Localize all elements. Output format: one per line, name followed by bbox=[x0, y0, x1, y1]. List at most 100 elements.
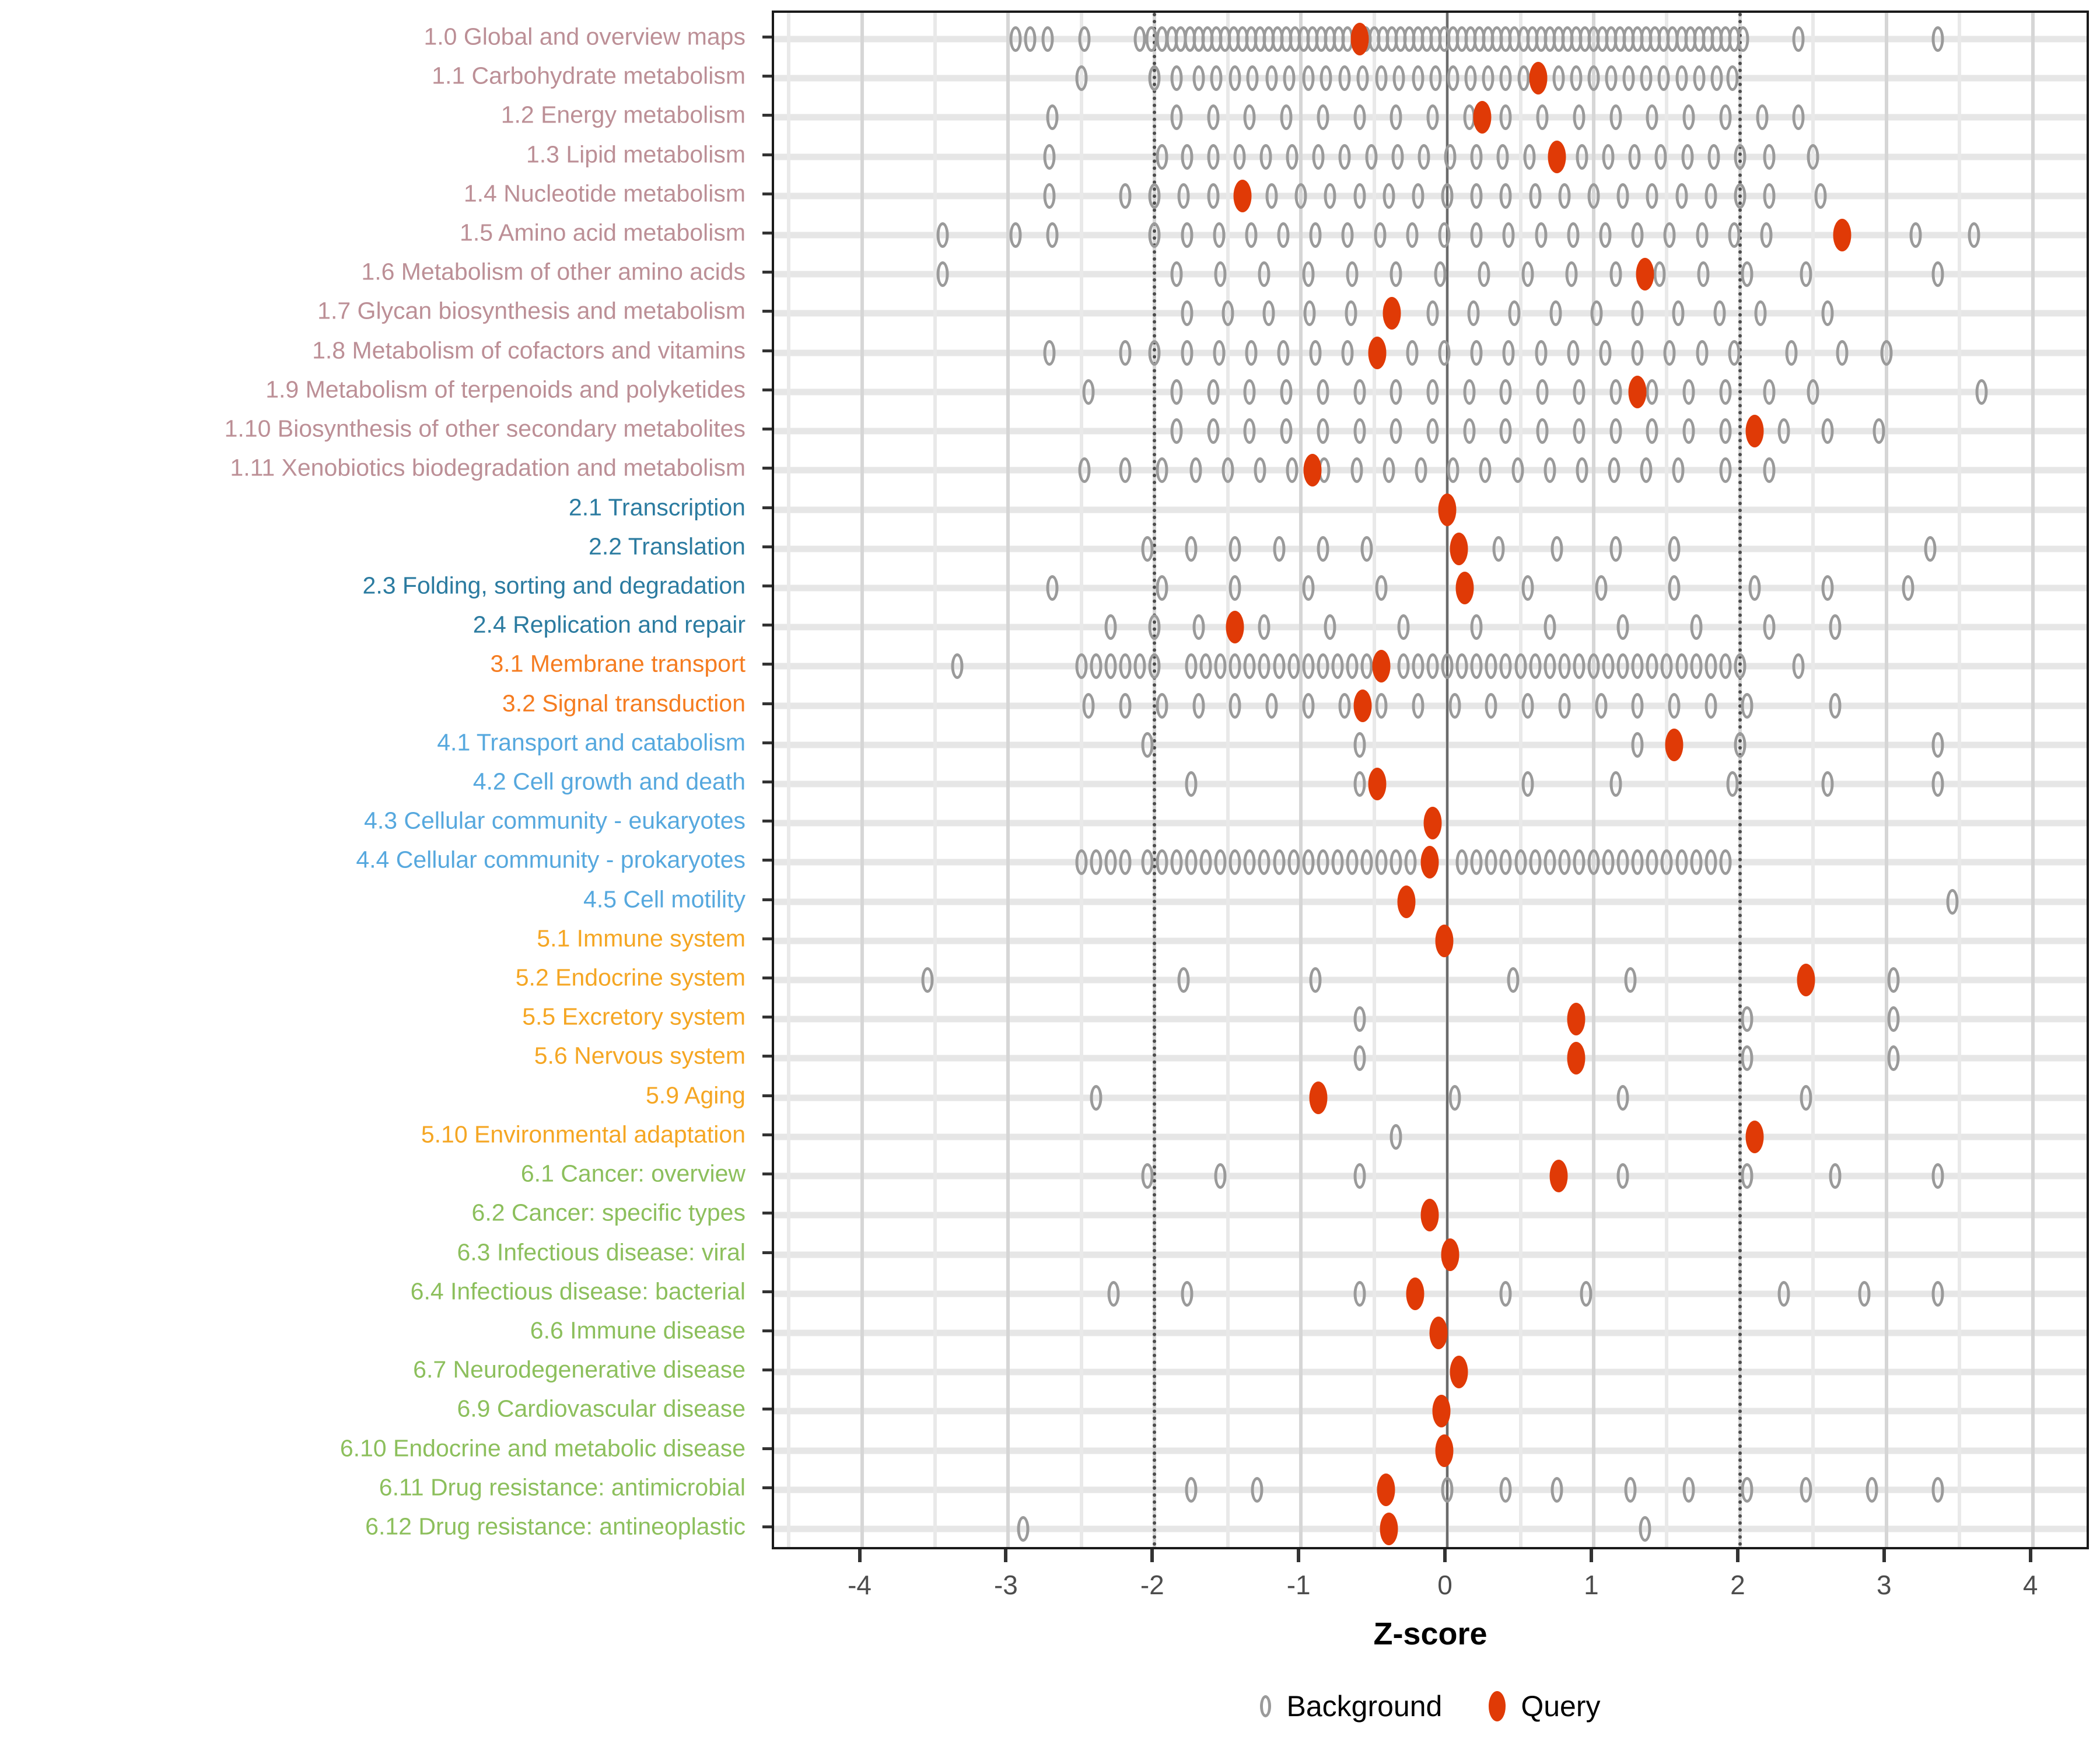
background-point bbox=[1668, 575, 1681, 601]
background-point bbox=[1148, 222, 1161, 249]
background-point bbox=[1800, 261, 1812, 288]
x-axis-tick-label: 4 bbox=[2022, 1570, 2038, 1600]
background-point bbox=[1245, 222, 1258, 249]
background-point bbox=[1693, 65, 1706, 92]
background-point bbox=[1728, 222, 1741, 249]
background-point bbox=[1931, 261, 1944, 288]
y-axis-label-column: 1.0 Global and overview maps 1.1 Carbohyd… bbox=[0, 0, 758, 1552]
query-point bbox=[1350, 23, 1369, 55]
x-gridline bbox=[1665, 13, 1669, 1547]
background-point bbox=[1756, 104, 1768, 131]
background-point bbox=[1170, 261, 1183, 288]
background-point bbox=[1975, 379, 1988, 405]
background-point bbox=[1535, 222, 1548, 249]
y-axis-tick-mark bbox=[762, 1486, 772, 1489]
background-point bbox=[1485, 849, 1497, 876]
background-point bbox=[1245, 340, 1258, 366]
background-point bbox=[1507, 967, 1520, 993]
background-point bbox=[1748, 575, 1761, 601]
background-point bbox=[1552, 65, 1565, 92]
y-axis-tick-mark bbox=[762, 937, 772, 940]
background-point bbox=[1090, 849, 1102, 876]
y-axis-tick-label: 5.5 Excretory system bbox=[522, 1003, 746, 1030]
x-axis-tick-mark bbox=[1589, 1549, 1593, 1562]
background-point bbox=[1177, 967, 1190, 993]
y-axis-tick-label: 6.3 Infectious disease: viral bbox=[457, 1238, 746, 1266]
background-point bbox=[1902, 575, 1915, 601]
x-axis-tick-mark bbox=[1443, 1549, 1447, 1562]
background-point bbox=[1107, 1280, 1120, 1307]
background-point bbox=[1792, 653, 1805, 680]
background-point bbox=[1375, 849, 1388, 876]
background-point bbox=[1496, 144, 1509, 170]
background-point bbox=[1726, 771, 1739, 797]
query-point bbox=[1397, 885, 1416, 918]
background-point bbox=[1309, 340, 1322, 366]
background-point bbox=[1567, 340, 1580, 366]
background-point bbox=[1502, 340, 1515, 366]
background-point bbox=[1931, 1280, 1944, 1307]
y-axis-tick-mark bbox=[762, 1016, 772, 1019]
background-point bbox=[1536, 104, 1549, 131]
background-point bbox=[1412, 183, 1424, 209]
background-point bbox=[1192, 614, 1205, 640]
background-point bbox=[1185, 653, 1198, 680]
background-point bbox=[1273, 653, 1286, 680]
background-point bbox=[1599, 340, 1612, 366]
background-point bbox=[1375, 575, 1388, 601]
background-point bbox=[1046, 575, 1059, 601]
y-axis-tick-mark bbox=[762, 1329, 772, 1332]
background-point bbox=[1346, 849, 1359, 876]
x-gridline bbox=[2031, 13, 2035, 1547]
background-point bbox=[1616, 653, 1629, 680]
background-point bbox=[1829, 692, 1842, 719]
background-point bbox=[1302, 849, 1315, 876]
background-point bbox=[1616, 849, 1629, 876]
background-point bbox=[1624, 967, 1637, 993]
background-point bbox=[1499, 1476, 1512, 1503]
background-point bbox=[1426, 418, 1439, 444]
background-point bbox=[1214, 1163, 1227, 1189]
y-axis-tick-label: 1.7 Glycan biosynthesis and metabolism bbox=[317, 297, 746, 324]
query-point bbox=[1226, 611, 1244, 644]
background-point bbox=[1392, 65, 1405, 92]
row-gridline bbox=[774, 153, 2087, 160]
y-axis-tick-label: 6.11 Drug resistance: antimicrobial bbox=[379, 1474, 746, 1501]
background-point bbox=[1148, 340, 1161, 366]
background-point bbox=[1887, 967, 1900, 993]
background-point bbox=[1192, 65, 1205, 92]
background-point bbox=[1391, 144, 1404, 170]
row-gridline bbox=[774, 467, 2087, 474]
background-point bbox=[1499, 849, 1512, 876]
y-axis-tick-label: 5.9 Aging bbox=[646, 1082, 746, 1109]
y-axis-tick-label: 6.2 Cancer: specific types bbox=[471, 1199, 746, 1226]
background-point bbox=[1444, 144, 1457, 170]
background-point bbox=[1550, 536, 1563, 562]
background-point bbox=[1324, 614, 1336, 640]
row-gridline bbox=[774, 192, 2087, 200]
background-point bbox=[1156, 849, 1168, 876]
background-point bbox=[1741, 1163, 1754, 1189]
background-point bbox=[1710, 65, 1723, 92]
row-gridline bbox=[774, 349, 2087, 356]
background-point bbox=[1447, 65, 1460, 92]
background-point bbox=[1873, 418, 1885, 444]
background-point bbox=[1375, 65, 1388, 92]
query-point bbox=[1233, 179, 1252, 212]
background-point bbox=[1485, 653, 1497, 680]
background-point bbox=[1302, 575, 1315, 601]
background-point bbox=[1502, 222, 1515, 249]
x-axis-tick-mark bbox=[1150, 1549, 1154, 1562]
background-point bbox=[1536, 379, 1549, 405]
row-gridline bbox=[774, 702, 2087, 709]
background-point bbox=[1479, 457, 1492, 484]
background-point bbox=[1573, 104, 1586, 131]
background-point bbox=[1565, 261, 1578, 288]
background-point bbox=[1185, 1476, 1198, 1503]
query-point bbox=[1473, 101, 1492, 134]
background-point bbox=[1511, 457, 1524, 484]
query-marker-icon bbox=[1489, 1691, 1506, 1721]
background-point bbox=[1141, 732, 1154, 758]
background-point bbox=[1741, 1045, 1754, 1072]
query-point bbox=[1353, 689, 1372, 722]
